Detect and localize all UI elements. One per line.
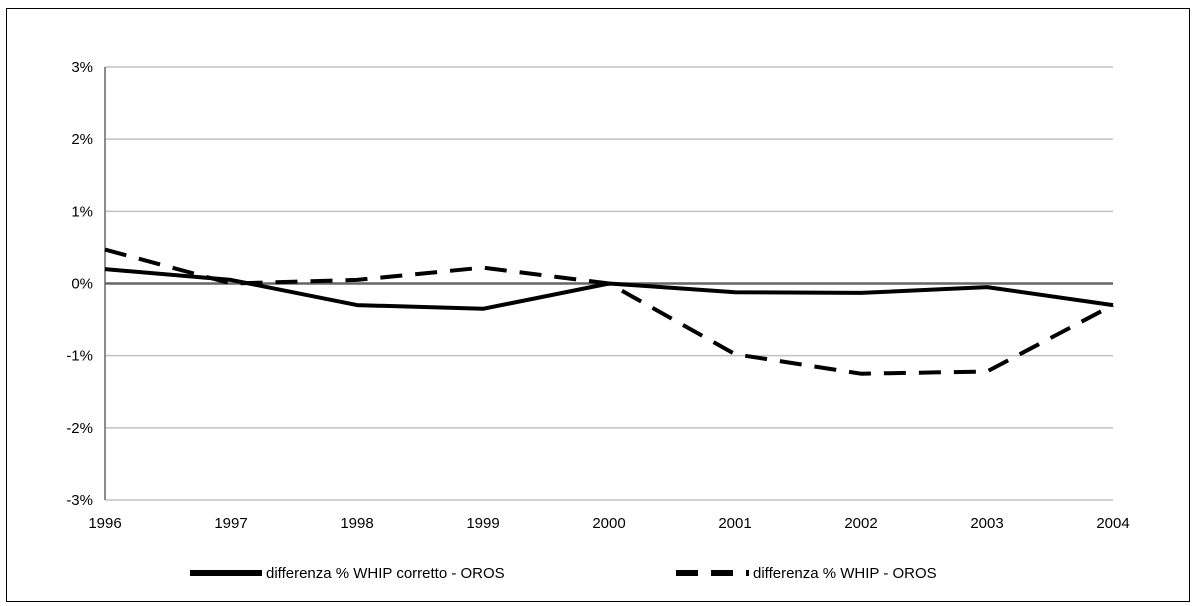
gridlines bbox=[105, 66, 1113, 501]
y-tick-label: -3% bbox=[66, 492, 93, 509]
y-tick-label: -2% bbox=[66, 420, 93, 437]
series-line-dashed bbox=[104, 247, 1114, 376]
x-tick-label: 2000 bbox=[592, 515, 625, 532]
chart-frame bbox=[6, 8, 1190, 602]
x-tick-label: 2001 bbox=[718, 515, 751, 532]
legend-label-whip-corretto: differenza % WHIP corretto - OROS bbox=[266, 565, 505, 582]
y-axis-tick-labels: 3% 2% 1% 0% -1% -2% -3% bbox=[66, 59, 93, 509]
x-tick-label: 1998 bbox=[340, 515, 373, 532]
x-tick-label: 2003 bbox=[970, 515, 1003, 532]
x-tick-label: 1997 bbox=[214, 515, 247, 532]
y-tick-label: 2% bbox=[71, 131, 93, 148]
y-tick-label: 3% bbox=[71, 59, 93, 76]
x-tick-label: 2004 bbox=[1096, 515, 1129, 532]
x-tick-label: 1999 bbox=[466, 515, 499, 532]
x-tick-label: 1996 bbox=[88, 515, 121, 532]
series-lines bbox=[104, 247, 1114, 376]
x-axis-tick-labels: 1996 1997 1998 1999 2000 2001 2002 2003 2004 bbox=[88, 515, 1129, 532]
y-tick-label: 0% bbox=[71, 276, 93, 293]
series-line-solid bbox=[104, 267, 1114, 311]
y-tick-label: 1% bbox=[71, 203, 93, 220]
legend: differenza % WHIP corretto - OROS differ… bbox=[190, 565, 937, 582]
y-tick-label: -1% bbox=[66, 348, 93, 365]
legend-label-whip: differenza % WHIP - OROS bbox=[753, 565, 937, 582]
x-tick-label: 2002 bbox=[844, 515, 877, 532]
